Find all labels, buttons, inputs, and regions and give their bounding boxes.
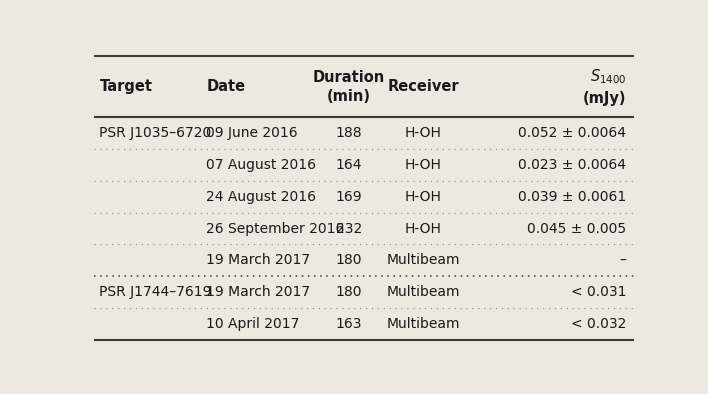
Text: 164: 164 [336, 158, 362, 172]
Text: $S_{1400}$
(mJy): $S_{1400}$ (mJy) [583, 68, 626, 106]
Text: 07 August 2016: 07 August 2016 [207, 158, 316, 172]
Text: 188: 188 [336, 126, 362, 140]
Text: PSR J1035–6720: PSR J1035–6720 [99, 126, 212, 140]
Text: 19 March 2017: 19 March 2017 [207, 253, 311, 268]
Text: 180: 180 [336, 285, 362, 299]
Text: PSR J1744–7619: PSR J1744–7619 [99, 285, 212, 299]
Text: Date: Date [207, 79, 246, 94]
Text: 180: 180 [336, 253, 362, 268]
Text: 0.045 ± 0.005: 0.045 ± 0.005 [527, 221, 626, 236]
Text: 163: 163 [336, 317, 362, 331]
Text: 232: 232 [336, 221, 362, 236]
Text: 09 June 2016: 09 June 2016 [207, 126, 298, 140]
Text: 169: 169 [336, 190, 362, 204]
Text: –: – [620, 253, 626, 268]
Text: 19 March 2017: 19 March 2017 [207, 285, 311, 299]
Text: < 0.031: < 0.031 [571, 285, 626, 299]
Text: H-OH: H-OH [405, 221, 442, 236]
Text: 0.039 ± 0.0061: 0.039 ± 0.0061 [518, 190, 626, 204]
Text: Target: Target [99, 79, 152, 94]
Text: H-OH: H-OH [405, 126, 442, 140]
Text: Multibeam: Multibeam [387, 253, 460, 268]
Text: H-OH: H-OH [405, 158, 442, 172]
Text: Multibeam: Multibeam [387, 285, 460, 299]
Text: 24 August 2016: 24 August 2016 [207, 190, 316, 204]
Text: 26 September 2016: 26 September 2016 [207, 221, 345, 236]
Text: < 0.032: < 0.032 [571, 317, 626, 331]
Text: 10 April 2017: 10 April 2017 [207, 317, 300, 331]
Text: Multibeam: Multibeam [387, 317, 460, 331]
Text: Receiver: Receiver [387, 79, 459, 94]
Text: H-OH: H-OH [405, 190, 442, 204]
Text: 0.052 ± 0.0064: 0.052 ± 0.0064 [518, 126, 626, 140]
Text: Duration
(min): Duration (min) [313, 70, 385, 104]
Text: 0.023 ± 0.0064: 0.023 ± 0.0064 [518, 158, 626, 172]
